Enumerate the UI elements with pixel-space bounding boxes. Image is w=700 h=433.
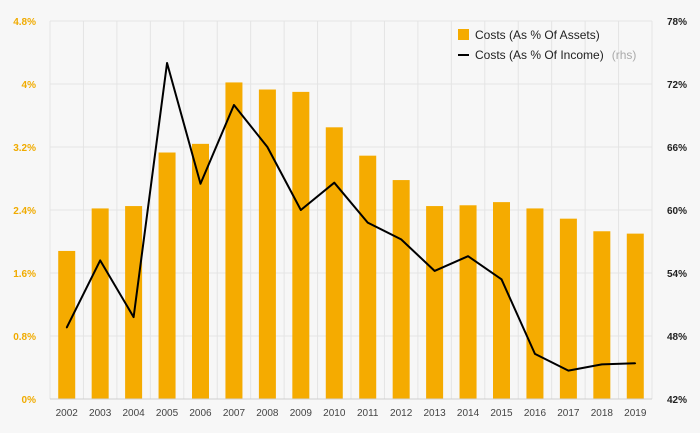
legend-note-rhs: (rhs) [612, 48, 637, 62]
right-tick-label: 72% [667, 80, 687, 91]
line-point-2019 [634, 362, 637, 365]
line-point-2010 [333, 181, 336, 184]
x-axis: 2002 2003 2004 2005 2006 2007 2008 2009 2010 2011… [50, 398, 652, 419]
x-tick-label: 2004 [122, 408, 145, 419]
line-point-2011 [366, 221, 369, 224]
left-tick-label: 4% [22, 80, 37, 91]
x-tick-label: 2007 [223, 408, 246, 419]
bar-series [58, 82, 644, 400]
left-tick-label: 0% [22, 395, 37, 406]
line-series [65, 62, 637, 372]
line-point-2004 [132, 316, 135, 318]
x-tick-label: 2010 [323, 408, 346, 419]
bar-2009 [292, 91, 310, 399]
bar-2014 [459, 205, 477, 399]
right-tick-label: 66% [667, 143, 687, 154]
right-axis: 42% 48% 54% 60% 66% 72% 78% [667, 17, 687, 406]
right-tick-label: 54% [667, 269, 687, 280]
bar-2003 [91, 208, 109, 399]
line-point-2014 [467, 255, 469, 257]
x-tick-label: 2009 [290, 408, 313, 419]
x-tick-label: 2003 [89, 408, 112, 419]
left-tick-label: 0.8% [13, 332, 36, 343]
line-point-2009 [300, 209, 302, 211]
right-tick-label: 78% [667, 17, 687, 28]
left-tick-label: 1.6% [13, 269, 36, 280]
x-tick-label: 2008 [256, 408, 279, 419]
legend-label-assets: Costs (As % Of Assets) [475, 28, 600, 42]
x-tick-label: 2012 [390, 408, 413, 419]
legend-label-income-text: Costs (As % Of Income) [475, 48, 604, 62]
left-tick-label: 4.8% [13, 17, 36, 28]
line-point-2006 [199, 182, 202, 185]
bar-2007 [225, 82, 243, 400]
bar-2010 [325, 127, 343, 399]
line-point-2005 [166, 62, 168, 64]
x-tick-label: 2014 [457, 408, 480, 419]
line-point-2013 [433, 270, 436, 272]
bar-2011 [359, 155, 377, 399]
right-tick-label: 48% [667, 332, 687, 343]
grid-lines [49, 20, 653, 400]
bar-2013 [426, 206, 444, 399]
bar-2004 [125, 206, 143, 399]
legend-swatch-bar [458, 29, 469, 40]
line-point-2007 [233, 104, 235, 106]
x-tick-label: 2015 [490, 408, 513, 419]
line-point-2002 [65, 326, 68, 329]
right-tick-label: 60% [667, 206, 687, 217]
line-point-2012 [400, 238, 402, 241]
x-tick-label: 2016 [524, 408, 547, 419]
x-tick-label: 2019 [624, 408, 647, 419]
bar-2017 [559, 218, 577, 399]
x-tick-label: 2018 [591, 408, 614, 419]
bar-2005 [158, 152, 176, 399]
x-tick-label: 2011 [357, 408, 379, 419]
line-point-2018 [601, 363, 603, 366]
right-tick-label: 42% [667, 395, 687, 406]
line-point-2015 [500, 278, 503, 281]
left-tick-label: 3.2% [13, 143, 36, 154]
left-axis: 0% 0.8% 1.6% 2.4% 3.2% 4% 4.8% [13, 17, 36, 406]
x-tick-label: 2002 [56, 408, 79, 419]
bar-2015 [493, 202, 510, 399]
x-tick-label: 2006 [189, 408, 212, 419]
bar-2012 [392, 180, 410, 399]
bar-2006 [192, 143, 209, 399]
x-tick-label: 2013 [423, 408, 446, 419]
line-point-2017 [567, 369, 570, 372]
bar-2018 [593, 231, 611, 399]
x-tick-label: 2017 [557, 408, 580, 419]
left-tick-label: 2.4% [13, 206, 36, 217]
legend: Costs (As % Of Assets) Costs (As % Of In… [458, 28, 636, 63]
x-tick-label: 2005 [156, 408, 179, 419]
line-point-2003 [99, 259, 101, 262]
income-line [65, 62, 636, 372]
bar-2002 [58, 250, 76, 399]
line-point-2008 [266, 146, 269, 148]
bar-2008 [258, 89, 276, 399]
line-point-2016 [534, 353, 536, 355]
bar-2019 [626, 233, 644, 399]
bar-2016 [526, 208, 544, 399]
legend-label-income: Costs (As % Of Income) (rhs) [475, 46, 636, 63]
